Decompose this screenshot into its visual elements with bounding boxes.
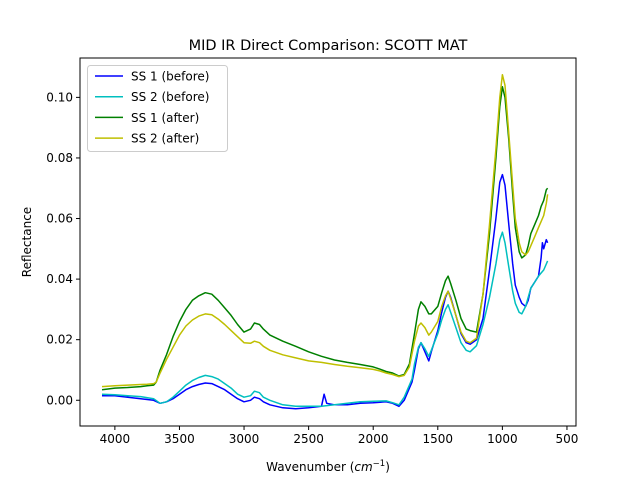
y-tick-label: 0.06 [46,212,73,226]
x-axis-label: Wavenumber (cm−1) [266,459,390,474]
y-axis-label: Reflectance [20,207,34,277]
legend: SS 1 (before) SS 2 (before) SS 1 (after) SS… [87,65,228,152]
y-tick-label: 0.04 [46,272,73,286]
x-axis-ticks: 4000 3500 3000 2500 2000 1500 1000 500 [100,426,579,446]
y-tick-label: 0.08 [46,151,73,165]
chart-title: MID IR Direct Comparison: SCOTT MAT [189,38,468,54]
x-axis-label-main: Wavenumber ( [266,460,354,474]
x-tick-label: 1000 [487,432,518,446]
legend-label-2: SS 2 (before) [131,90,209,104]
x-tick-label: 3500 [164,432,195,446]
legend-label-3: SS 1 (after) [131,111,199,125]
series-layer [101,73,549,410]
y-tick-label: 0.02 [46,333,73,347]
legend-box [87,65,228,152]
x-axis-label-exponent: −1 [373,459,386,469]
y-tick-label: 0.10 [46,90,73,104]
series-line-4 [101,73,549,388]
plot-frame [79,57,577,427]
x-tick-label: 500 [556,432,579,446]
legend-label-1: SS 1 (before) [131,70,209,84]
x-tick-label: 3000 [229,432,260,446]
series-line-2 [101,231,549,408]
series-line-1 [102,173,549,410]
x-tick-label: 4000 [100,432,131,446]
x-axis-label-unit: cm [354,460,372,474]
x-axis-label-close: ) [385,460,390,474]
x-tick-label: 2500 [293,432,324,446]
x-tick-label: 2000 [358,432,389,446]
y-axis-ticks: 0.00 0.02 0.04 0.06 0.08 0.10 [46,90,80,407]
x-tick-label: 1500 [423,432,454,446]
legend-label-4: SS 2 (after) [131,132,199,146]
y-tick-label: 0.00 [46,393,73,407]
